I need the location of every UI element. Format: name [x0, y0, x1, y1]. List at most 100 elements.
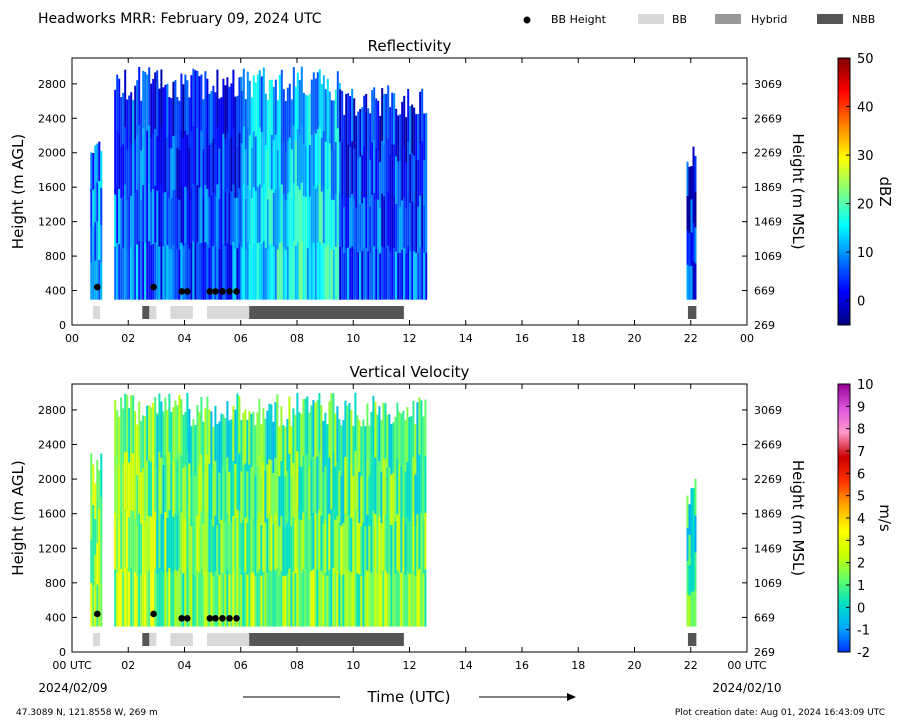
- echo-cell: [336, 571, 339, 627]
- echo-cell: [308, 572, 311, 627]
- echo-cell: [359, 156, 362, 205]
- echo-cell: [407, 246, 410, 300]
- echo-cell: [124, 69, 127, 128]
- echo-cell: [196, 515, 199, 572]
- echo-cell: [310, 189, 313, 245]
- y-tick-label: 400: [45, 611, 66, 624]
- echo-cell: [90, 262, 93, 300]
- echo-cell: [341, 247, 344, 300]
- echo-cell: [276, 510, 279, 569]
- echo-cell: [200, 511, 203, 570]
- echo-cell: [188, 97, 191, 149]
- echo-cell: [92, 545, 95, 587]
- echo-cell: [116, 243, 119, 300]
- echo-cell: [212, 576, 215, 627]
- echo-cell: [692, 591, 695, 627]
- echo-cell: [148, 241, 151, 300]
- echo-cell: [142, 415, 145, 469]
- echo-cell: [174, 456, 177, 514]
- echo-cell: [260, 474, 263, 526]
- echo-cell: [254, 425, 257, 476]
- echo-cell: [126, 249, 129, 300]
- echo-cell: [312, 569, 315, 627]
- echo-cell: [380, 574, 383, 627]
- echo-cell: [176, 570, 179, 627]
- echo-cell: [390, 525, 393, 576]
- echo-cell: [409, 202, 412, 252]
- echo-cell: [358, 471, 361, 524]
- echo-cell: [258, 455, 261, 513]
- echo-cell: [334, 572, 337, 627]
- bb-height-point: [233, 614, 240, 622]
- echo-cell: [330, 509, 333, 569]
- echo-cell: [302, 512, 305, 570]
- x-tick-label: 00 UTC: [727, 659, 767, 672]
- echo-cell: [190, 576, 193, 627]
- echo-cell: [234, 409, 237, 465]
- echo-cell: [138, 513, 141, 571]
- echo-cell: [232, 184, 235, 243]
- echo-cell: [282, 525, 285, 577]
- echo-cell: [122, 571, 125, 627]
- echo-cell: [292, 67, 295, 126]
- echo-cell: [202, 99, 205, 150]
- echo-cell: [126, 99, 129, 150]
- echo-cell: [414, 525, 417, 577]
- echo-cell: [396, 402, 399, 459]
- echo-cell: [268, 403, 271, 460]
- echo-cell: [136, 525, 139, 577]
- echo-cell: [236, 197, 239, 249]
- echo-cell: [118, 521, 121, 575]
- echo-cell: [172, 190, 175, 246]
- echo-cell: [184, 519, 187, 573]
- echo-cell: [418, 511, 421, 570]
- echo-cell: [250, 519, 253, 574]
- echo-cell: [385, 247, 388, 300]
- echo-cell: [116, 130, 119, 188]
- echo-cell: [252, 187, 255, 244]
- echo-cell: [304, 94, 307, 147]
- echo-cell: [306, 396, 309, 455]
- echo-cell: [288, 83, 291, 139]
- echo-cell: [216, 525, 219, 577]
- start-date-label: 2024/02/09: [38, 681, 107, 695]
- echo-cell: [100, 453, 103, 498]
- echo-cell: [190, 526, 193, 577]
- echo-cell: [258, 512, 261, 570]
- echo-cell: [252, 465, 255, 520]
- echo-cell: [248, 135, 251, 191]
- echo-cell: [178, 452, 181, 512]
- echo-cell: [304, 196, 307, 249]
- echo-cell: [176, 248, 179, 300]
- echo-cell: [246, 522, 249, 575]
- echo-cell: [407, 194, 410, 248]
- echo-cell: [164, 397, 167, 456]
- echo-cell: [373, 140, 376, 194]
- echo-cell: [399, 252, 402, 300]
- echo-cell: [262, 241, 265, 300]
- echo-cell: [398, 518, 401, 573]
- echo-cell: [264, 93, 267, 146]
- bb-height-point: [219, 614, 226, 622]
- echo-cell: [224, 138, 227, 193]
- bb-bar-bb: [93, 306, 101, 319]
- echo-cell: [128, 146, 131, 198]
- echo-cell: [132, 199, 135, 250]
- echo-cell: [424, 569, 427, 627]
- x-tick-label: 12: [403, 332, 417, 345]
- echo-cell: [405, 117, 408, 164]
- echo-cell: [186, 80, 189, 136]
- echo-cell: [146, 405, 149, 462]
- echo-cell: [378, 516, 381, 572]
- echo-cell: [394, 573, 397, 627]
- echo-cell: [376, 520, 379, 574]
- echo-cell: [404, 574, 407, 627]
- echo-cell: [334, 89, 337, 143]
- echo-cell: [216, 575, 219, 627]
- echo-cell: [230, 245, 233, 300]
- echo-cell: [322, 75, 325, 132]
- echo-cell: [378, 571, 381, 627]
- echo-cell: [399, 206, 402, 254]
- echo-cell: [212, 85, 215, 140]
- echo-cell: [382, 402, 385, 460]
